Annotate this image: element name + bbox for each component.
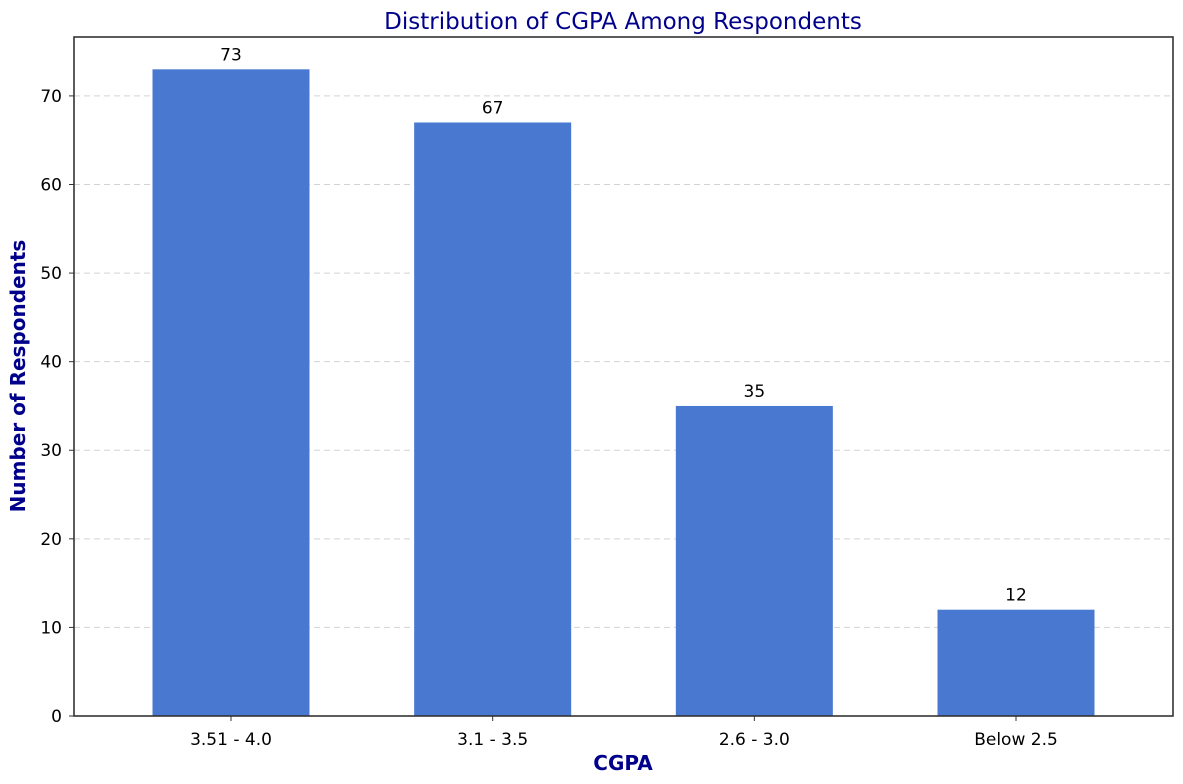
bar-value-label: 73 xyxy=(220,45,242,65)
bar xyxy=(675,405,833,716)
y-tick-label: 20 xyxy=(40,530,62,550)
y-tick-label: 10 xyxy=(40,618,62,638)
x-axis-ticks: 3.51 - 4.0 3.1 - 3.5 2.6 - 3.0 Below 2.5 xyxy=(190,716,1058,750)
chart-title: Distribution of CGPA Among Respondents xyxy=(384,9,862,35)
y-tick-label: 70 xyxy=(40,87,62,107)
bar xyxy=(152,69,310,717)
bar xyxy=(414,122,572,717)
y-axis-ticks: 0 10 20 30 40 50 60 70 xyxy=(40,87,74,727)
data-labels: 73 67 35 12 xyxy=(220,45,1027,605)
x-tick-label: 3.51 - 4.0 xyxy=(190,730,272,750)
y-tick-label: 50 xyxy=(40,264,62,284)
bar-value-label: 67 xyxy=(482,98,504,118)
y-tick-label: 60 xyxy=(40,175,62,195)
x-tick-label: 3.1 - 3.5 xyxy=(457,730,528,750)
y-tick-label: 30 xyxy=(40,441,62,461)
x-tick-label: 2.6 - 3.0 xyxy=(719,730,790,750)
bar-value-label: 35 xyxy=(744,382,766,402)
y-tick-label: 0 xyxy=(51,707,62,727)
plot-frame xyxy=(73,36,1174,717)
y-axis-label: Number of Respondents xyxy=(6,240,30,513)
bar-value-label: 12 xyxy=(1005,586,1027,606)
bars xyxy=(152,69,1095,717)
y-tick-label: 40 xyxy=(40,353,62,373)
bar xyxy=(937,609,1095,716)
x-tick-label: Below 2.5 xyxy=(974,730,1058,750)
x-axis-label: CGPA xyxy=(593,751,653,775)
